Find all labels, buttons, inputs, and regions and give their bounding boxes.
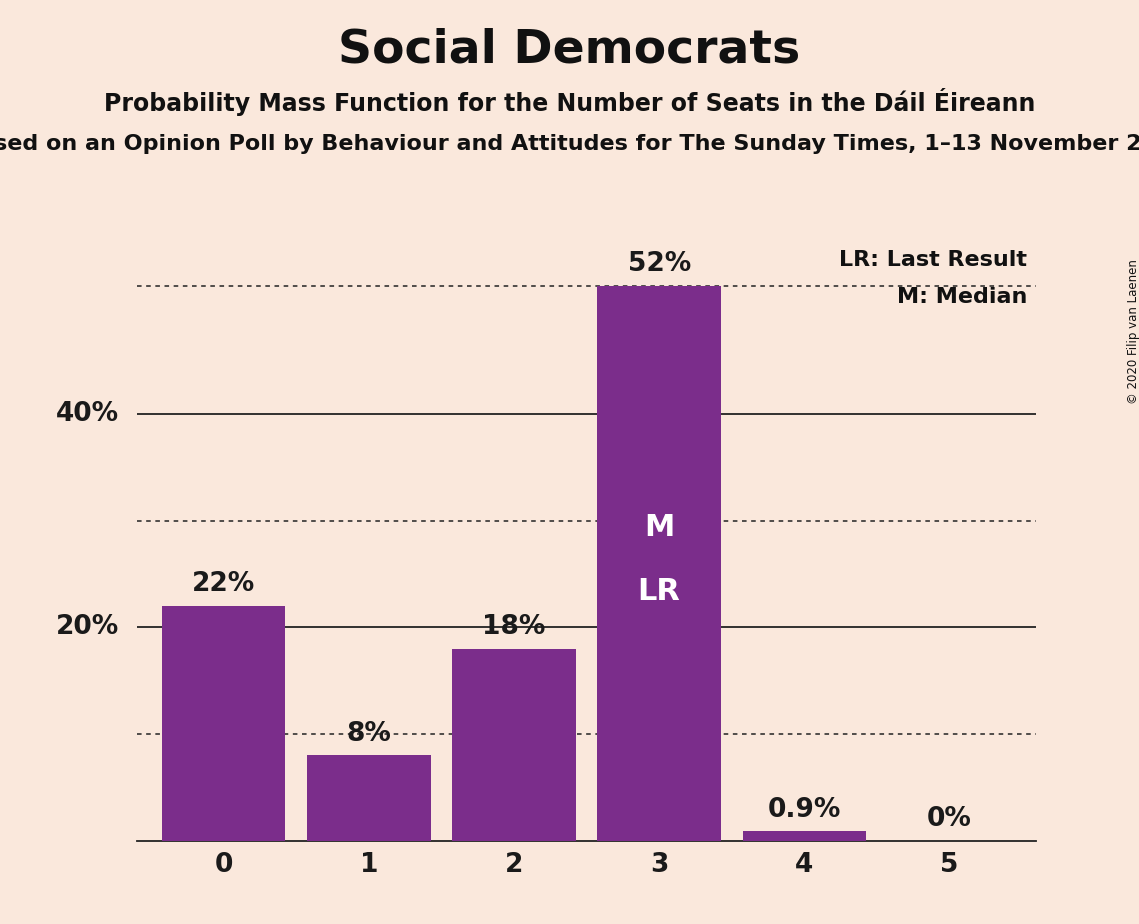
Bar [743, 832, 866, 841]
Text: M: M [644, 513, 674, 542]
Text: 0%: 0% [927, 807, 972, 833]
Text: Social Democrats: Social Democrats [338, 28, 801, 73]
Text: 20%: 20% [56, 614, 118, 640]
Text: © 2020 Filip van Laenen: © 2020 Filip van Laenen [1126, 259, 1139, 404]
Bar [162, 606, 286, 841]
Text: M: Median: M: Median [898, 286, 1027, 307]
Bar [598, 286, 721, 841]
Text: 18%: 18% [482, 614, 546, 640]
Text: 8%: 8% [346, 721, 392, 747]
Text: 40%: 40% [56, 401, 118, 427]
Bar [452, 649, 575, 841]
Bar [308, 756, 431, 841]
Text: Probability Mass Function for the Number of Seats in the Dáil Éireann: Probability Mass Function for the Number… [104, 88, 1035, 116]
Text: 0.9%: 0.9% [768, 796, 841, 822]
Text: 22%: 22% [192, 571, 255, 598]
Text: sed on an Opinion Poll by Behaviour and Attitudes for The Sunday Times, 1–13 Nov: sed on an Opinion Poll by Behaviour and … [0, 134, 1139, 154]
Text: 52%: 52% [628, 251, 690, 277]
Text: LR: Last Result: LR: Last Result [839, 249, 1027, 270]
Text: LR: LR [638, 577, 681, 606]
